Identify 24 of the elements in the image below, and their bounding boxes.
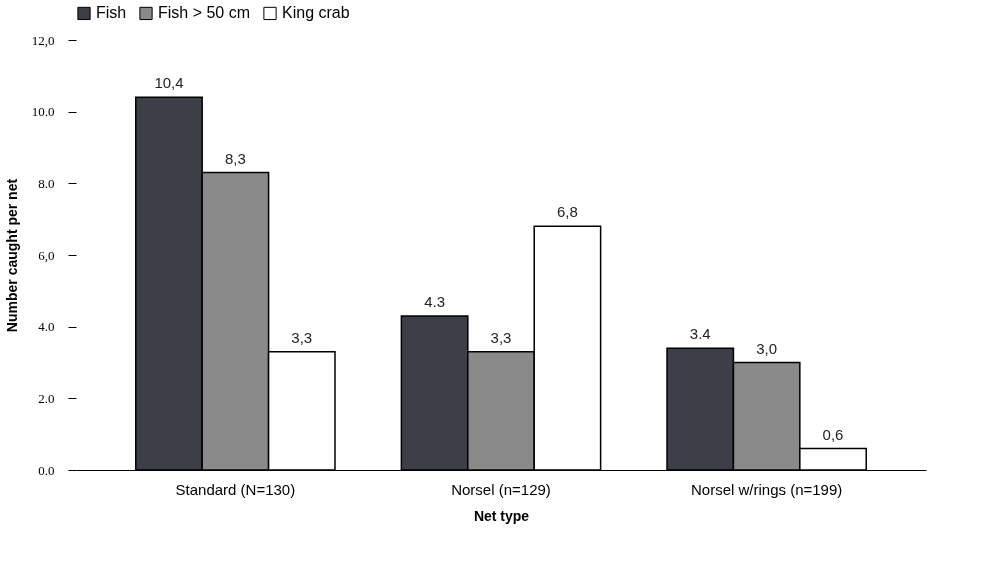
data-label: 10,4 [154, 74, 184, 92]
x-tick-label: Standard (N=130) [175, 480, 296, 498]
data-label: 0,6 [822, 425, 844, 443]
data-label: 3,3 [291, 328, 313, 346]
data-label: 8,3 [224, 149, 246, 167]
data-label: 6,8 [556, 203, 578, 221]
x-tick-label: Norsel (n=129) [451, 480, 551, 498]
data-label: 4.3 [424, 292, 446, 310]
legend-label: King crab [282, 4, 350, 22]
y-tick-label: 10.0 [31, 104, 55, 120]
data-label: 3,3 [490, 328, 512, 346]
y-tick-label: 4.0 [38, 319, 55, 335]
data-label: 3,0 [756, 339, 778, 357]
x-tick-label: Norsel w/rings (n=199) [690, 480, 843, 498]
y-tick-label: 6,0 [38, 247, 55, 263]
y-tick-label: 8.0 [38, 175, 55, 191]
y-tick-label: 0.0 [38, 462, 55, 478]
data-label: 3.4 [689, 325, 711, 343]
x-axis-title: Net type [473, 507, 530, 524]
y-tick-label: 2.0 [38, 390, 55, 406]
y-axis-title: Number caught per net [3, 178, 20, 333]
y-tick-label: 12,0 [31, 32, 55, 48]
legend-label: Fish > 50 cm [158, 4, 251, 22]
legend-label: Fish [96, 4, 127, 22]
